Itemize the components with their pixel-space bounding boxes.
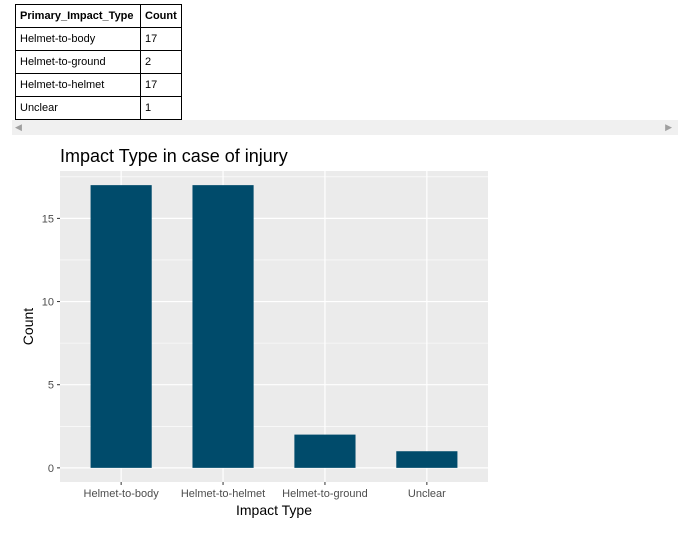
x-tick-label: Helmet-to-helmet: [181, 488, 265, 500]
chart-title: Impact Type in case of injury: [60, 146, 288, 166]
bar-helmet-to-body: [90, 185, 152, 468]
x-tick-label: Helmet-to-body: [84, 488, 160, 500]
column-header-primary-impact-type[interactable]: Primary_Impact_Type: [15, 4, 141, 28]
table-cell-type: Helmet-to-helmet: [15, 73, 141, 97]
scroll-right-icon[interactable]: ▶: [665, 122, 672, 132]
table-cell-type: Unclear: [15, 96, 141, 120]
table-cell-count: 2: [140, 50, 182, 74]
table-row: Helmet-to-body 17: [15, 27, 182, 51]
x-tick-label: Unclear: [408, 488, 446, 500]
y-axis-title: Count: [20, 308, 36, 345]
y-tick-label: 0: [48, 463, 54, 475]
table-cell-count: 17: [140, 27, 182, 51]
axes: 0 5 10 15 Helmet-to-body Helmet-to-helmet Helm…: [42, 213, 446, 500]
bar-unclear: [396, 451, 458, 468]
table-row: Helmet-to-ground 2: [15, 50, 182, 74]
bar-helmet-to-helmet: [192, 185, 254, 468]
table-cell-count: 17: [140, 73, 182, 97]
x-tick-label: Helmet-to-ground: [282, 488, 368, 500]
column-header-count[interactable]: Count: [140, 4, 182, 28]
table-row: Unclear 1: [15, 96, 182, 120]
scroll-left-icon[interactable]: ◀: [15, 122, 22, 132]
y-tick-label: 10: [42, 297, 54, 309]
table-cell-type: Helmet-to-body: [15, 27, 141, 51]
data-table: Primary_Impact_Type Count Helmet-to-body…: [15, 4, 182, 120]
table-cell-count: 1: [140, 96, 182, 120]
y-tick-label: 5: [48, 380, 54, 392]
table-cell-type: Helmet-to-ground: [15, 50, 141, 74]
bars: [90, 185, 458, 468]
bar-helmet-to-ground: [294, 434, 356, 468]
bar-chart: Impact Type in case of injury 0 5 10 15 Helm…: [20, 146, 488, 518]
horizontal-scrollbar[interactable]: ◀ ▶: [12, 120, 678, 135]
table-header-row: Primary_Impact_Type Count: [15, 4, 182, 28]
table-row: Helmet-to-helmet 17: [15, 73, 182, 97]
y-tick-label: 15: [42, 213, 54, 225]
x-axis-title: Impact Type: [236, 502, 312, 518]
